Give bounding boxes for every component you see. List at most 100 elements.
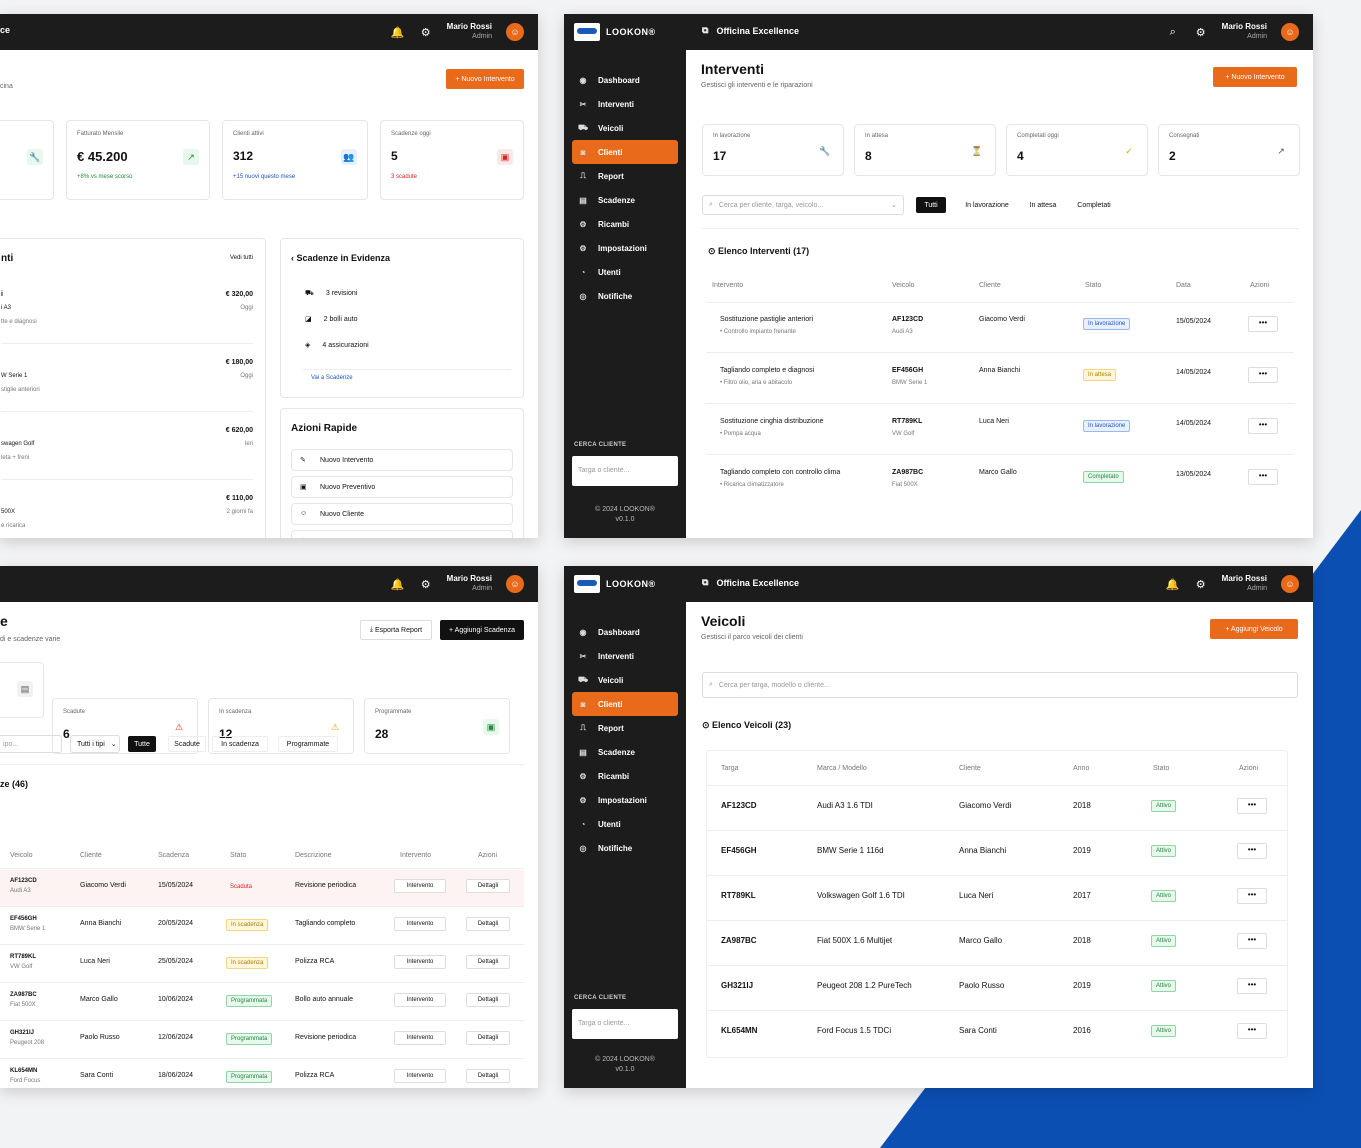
brand-logo[interactable]: LOOKON® (574, 23, 656, 41)
dettagli-button[interactable]: Dettagli (466, 1031, 510, 1045)
intervento-button[interactable]: Intervento (394, 1069, 446, 1083)
quick-action-button[interactable]: ⚙Aggiungi Veicolo (291, 530, 513, 538)
dettagli-button[interactable]: Dettagli (466, 993, 510, 1007)
sidebar-item-report[interactable]: ⎍ Report (572, 716, 678, 740)
search-input[interactable]: ⌕ Cerca per targa, modello o cliente... (702, 672, 1298, 698)
search-input-fragment[interactable]: ipo... (0, 735, 62, 753)
dettagli-button[interactable]: Dettagli (466, 955, 510, 969)
scad-item[interactable]: ◈ 4 assicurazioni (305, 341, 369, 350)
avatar[interactable]: ☺ (506, 575, 524, 593)
sidebar-item-utenti[interactable]: ◔ Utenti (572, 812, 678, 836)
export-report-button[interactable]: ⤓ Esporta Report (360, 620, 432, 640)
sidebar-item-report[interactable]: ⎍ Report (572, 164, 678, 188)
settings-icon[interactable]: ⚙ (1195, 26, 1206, 39)
filter-tab[interactable]: Tutte (128, 736, 156, 752)
filter-tab[interactable]: Tutti (916, 197, 946, 213)
description: Bollo auto annuale (295, 996, 353, 1003)
cerca-cliente-input[interactable]: Targa o cliente... (572, 1009, 678, 1039)
sidebar-item-interventi[interactable]: ✂ Interventi (572, 644, 678, 668)
actions-button[interactable]: ••• (1237, 798, 1267, 814)
filter-tab[interactable]: Completati (1077, 201, 1111, 209)
settings-icon[interactable]: ⚙ (420, 578, 431, 591)
sidebar-item-scadenze[interactable]: ▤ Scadenze (572, 188, 678, 212)
actions-button[interactable]: ••• (1248, 469, 1278, 485)
actions-button[interactable]: ••• (1237, 933, 1267, 949)
sidebar-item-utenti[interactable]: ◔ Utenti (572, 260, 678, 284)
sidebar-item-clienti[interactable]: ◙ Clienti (572, 692, 678, 716)
sidebar-item-notifiche[interactable]: ◎ Notifiche (572, 836, 678, 860)
sidebar-item-label: Report (598, 723, 624, 733)
settings-icon[interactable]: ⚙ (420, 26, 431, 39)
intervento-button[interactable]: Intervento (394, 879, 446, 893)
recent-amount: € 620,00 (225, 427, 253, 434)
sidebar-item-dashboard[interactable]: ◉ Dashboard (572, 68, 678, 92)
user-info[interactable]: Mario Rossi Admin (447, 574, 492, 594)
new-intervento-button[interactable]: + Nuovo Intervento (446, 69, 524, 89)
stat-card: Scadute 6 ⚠ (52, 698, 198, 754)
avatar[interactable]: ☺ (1281, 575, 1299, 593)
intervento-button[interactable]: Intervento (394, 1031, 446, 1045)
dettagli-button[interactable]: Dettagli (466, 917, 510, 931)
notification-icon[interactable]: 🔔 (390, 26, 405, 39)
filter-tab[interactable]: Programmate (278, 736, 338, 752)
new-intervento-button[interactable]: + Nuovo Intervento (1213, 67, 1297, 87)
actions-button[interactable]: ••• (1237, 978, 1267, 994)
scadenze-link[interactable]: Vai a Scadenze (311, 375, 353, 381)
actions-button[interactable]: ••• (1237, 888, 1267, 904)
quick-action-button[interactable]: ▣ Nuovo Preventivo (291, 476, 513, 498)
settings-icon[interactable]: ⚙ (1195, 578, 1206, 591)
notification-icon[interactable]: 🔔 (390, 578, 405, 591)
intervento-button[interactable]: Intervento (394, 993, 446, 1007)
sidebar-item-scadenze[interactable]: ▤ Scadenze (572, 740, 678, 764)
filter-tab[interactable]: In lavorazione (965, 201, 1009, 209)
search-icon[interactable]: ⌕ (1169, 25, 1176, 38)
add-veicolo-button[interactable]: + Aggiungi Veicolo (1210, 619, 1298, 639)
sidebar-item-interventi[interactable]: ✂ Interventi (572, 92, 678, 116)
sidebar-item-dashboard[interactable]: ◉ Dashboard (572, 620, 678, 644)
client-name: Luca Neri (959, 891, 994, 900)
actions-button[interactable]: ••• (1248, 316, 1278, 332)
notification-icon[interactable]: 🔔 (1165, 578, 1180, 591)
dettagli-button[interactable]: Dettagli (466, 879, 510, 893)
user-info[interactable]: Mario Rossi Admin (1222, 22, 1267, 42)
scad-item[interactable]: ⛟ 3 revisioni (305, 290, 358, 297)
actions-button[interactable]: ••• (1248, 367, 1278, 383)
sidebar-item-veicoli[interactable]: ⛟ Veicoli (572, 116, 678, 140)
scad-item[interactable]: ◪ 2 bolli auto (305, 315, 358, 324)
see-all-link[interactable]: Vedi tutti (229, 255, 253, 261)
brand-logo[interactable]: LOOKON® (574, 575, 656, 593)
actions-button[interactable]: ••• (1237, 843, 1267, 859)
client-name: Giacomo Verdi (979, 316, 1025, 323)
quick-action-button[interactable]: ☺ Nuovo Cliente (291, 503, 513, 525)
stat-card: Programmate 28 ▣ (364, 698, 510, 754)
sidebar-item-veicoli[interactable]: ⛟ Veicoli (572, 668, 678, 692)
sidebar-item-clienti[interactable]: ◙ Clienti (572, 140, 678, 164)
quick-action-button[interactable]: ✎ Nuovo Intervento (291, 449, 513, 471)
intervento-button[interactable]: Intervento (394, 955, 446, 969)
actions-button[interactable]: ••• (1237, 1023, 1267, 1039)
actions-button[interactable]: ••• (1248, 418, 1278, 434)
sidebar-item-notifiche[interactable]: ◎ Notifiche (572, 284, 678, 308)
filter-tab[interactable]: In attesa (1029, 201, 1057, 209)
user-info[interactable]: Mario Rossi Admin (1222, 574, 1267, 594)
sidebar-item-ricambi[interactable]: ⚙ Ricambi (572, 212, 678, 236)
vehicle-model: Fiat 500X (10, 1002, 36, 1008)
search-input[interactable]: ⌕ Cerca per cliente, targa, veicolo... ⌄ (702, 195, 904, 215)
type-select[interactable]: Tutti i tipi ⌄ (70, 735, 120, 753)
stat-note: +8% vs mese scorso (77, 174, 133, 180)
dettagli-button[interactable]: Dettagli (466, 1069, 510, 1083)
filter-tab[interactable]: Scadute (168, 736, 206, 752)
filter-tab[interactable]: In scadenza (212, 736, 268, 752)
sidebar-item-label: Scadenze (598, 195, 635, 205)
cerca-cliente-input[interactable]: Targa o cliente... (572, 456, 678, 486)
user-info[interactable]: Mario Rossi Admin (447, 22, 492, 42)
add-scadenza-button[interactable]: + Aggiungi Scadenza (440, 620, 524, 640)
sidebar-item-ricambi[interactable]: ⚙ Ricambi (572, 764, 678, 788)
intervento-button[interactable]: Intervento (394, 917, 446, 931)
avatar[interactable]: ☺ (506, 23, 524, 41)
stat-value: 5 (391, 149, 398, 163)
sidebar-item-impostazioni[interactable]: ⚙ Impostazioni (572, 236, 678, 260)
avatar[interactable]: ☺ (1281, 23, 1299, 41)
users-icon: 👥 (341, 149, 357, 165)
sidebar-item-impostazioni[interactable]: ⚙ Impostazioni (572, 788, 678, 812)
